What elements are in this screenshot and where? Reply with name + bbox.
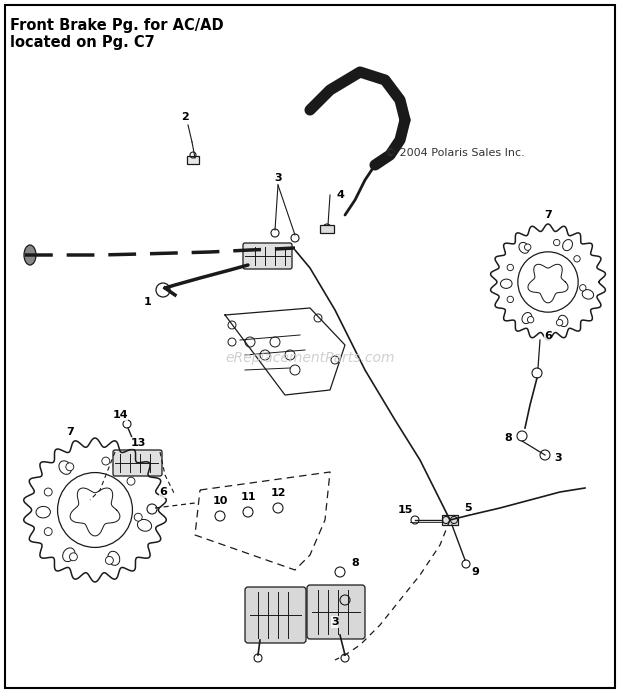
- Ellipse shape: [108, 552, 120, 565]
- Ellipse shape: [36, 507, 50, 518]
- Polygon shape: [528, 264, 568, 303]
- Text: 8: 8: [351, 558, 359, 568]
- Text: 3: 3: [331, 617, 339, 627]
- Ellipse shape: [24, 245, 36, 265]
- Circle shape: [135, 514, 142, 521]
- Ellipse shape: [113, 457, 125, 471]
- Circle shape: [105, 556, 113, 564]
- Ellipse shape: [559, 315, 568, 326]
- Circle shape: [507, 264, 513, 271]
- FancyBboxPatch shape: [113, 450, 162, 476]
- Text: © 2004 Polaris Sales Inc.: © 2004 Polaris Sales Inc.: [385, 148, 525, 158]
- Circle shape: [270, 337, 280, 347]
- Text: 11: 11: [241, 492, 255, 502]
- Circle shape: [314, 314, 322, 322]
- Text: 14: 14: [112, 410, 128, 420]
- Circle shape: [228, 321, 236, 329]
- Bar: [187, 156, 199, 164]
- Circle shape: [44, 527, 52, 536]
- Text: 6: 6: [159, 487, 167, 497]
- Circle shape: [507, 296, 513, 303]
- Text: 15: 15: [397, 505, 413, 515]
- Circle shape: [228, 338, 236, 346]
- Circle shape: [290, 365, 300, 375]
- Text: located on Pg. C7: located on Pg. C7: [10, 35, 155, 50]
- Text: 9: 9: [471, 567, 479, 577]
- Text: 1: 1: [144, 297, 152, 307]
- Ellipse shape: [582, 290, 593, 299]
- Circle shape: [245, 337, 255, 347]
- Text: 12: 12: [270, 488, 286, 498]
- Circle shape: [44, 488, 52, 496]
- Circle shape: [556, 319, 563, 326]
- Ellipse shape: [59, 461, 71, 474]
- Ellipse shape: [522, 313, 532, 324]
- Text: 3: 3: [274, 173, 282, 183]
- Circle shape: [331, 356, 339, 364]
- Bar: [442, 515, 458, 525]
- Circle shape: [580, 285, 586, 291]
- Bar: [320, 225, 334, 233]
- Ellipse shape: [138, 520, 152, 532]
- Circle shape: [525, 244, 531, 250]
- FancyBboxPatch shape: [245, 587, 306, 643]
- Circle shape: [69, 553, 78, 561]
- Ellipse shape: [562, 240, 572, 251]
- Text: 13: 13: [130, 438, 146, 448]
- Text: eReplacementParts.com: eReplacementParts.com: [225, 351, 395, 365]
- Text: 7: 7: [66, 427, 74, 437]
- Circle shape: [574, 256, 580, 262]
- Polygon shape: [70, 488, 120, 536]
- FancyBboxPatch shape: [243, 243, 292, 269]
- Text: 2: 2: [181, 112, 189, 122]
- Text: 3: 3: [554, 453, 562, 463]
- Ellipse shape: [63, 548, 75, 561]
- Circle shape: [285, 350, 295, 360]
- Circle shape: [156, 283, 170, 297]
- Circle shape: [554, 239, 560, 246]
- Text: 4: 4: [336, 190, 344, 200]
- Circle shape: [66, 463, 74, 471]
- Circle shape: [102, 457, 110, 465]
- FancyBboxPatch shape: [307, 585, 365, 639]
- Circle shape: [127, 477, 135, 485]
- Ellipse shape: [519, 243, 529, 253]
- Circle shape: [260, 350, 270, 360]
- Text: 7: 7: [544, 210, 552, 220]
- Text: 5: 5: [464, 503, 472, 513]
- Text: Front Brake Pg. for AC/AD: Front Brake Pg. for AC/AD: [10, 18, 224, 33]
- Text: 8: 8: [504, 433, 512, 443]
- Ellipse shape: [500, 279, 512, 288]
- Circle shape: [528, 317, 534, 323]
- Text: 6: 6: [544, 331, 552, 341]
- Text: 10: 10: [212, 496, 228, 506]
